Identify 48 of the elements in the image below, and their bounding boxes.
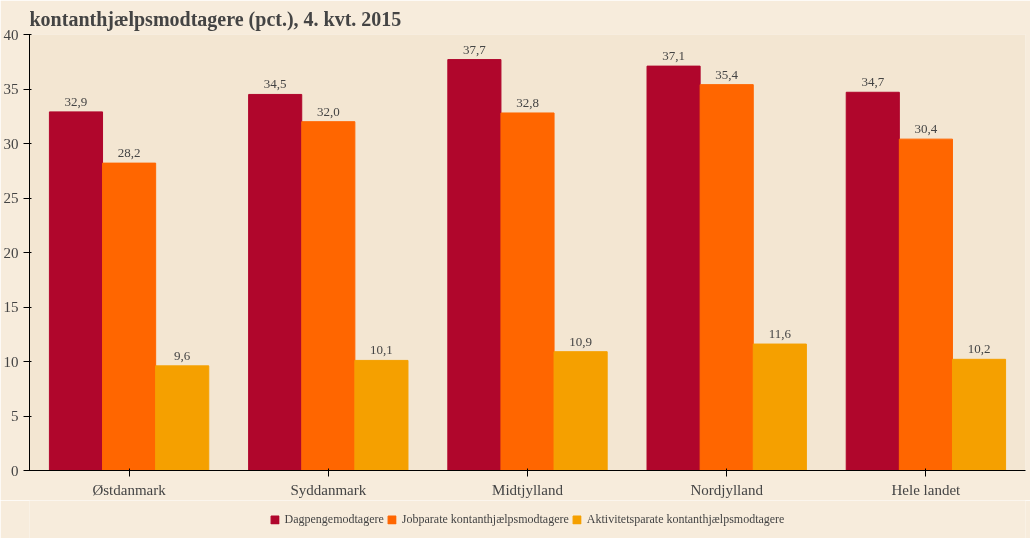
y-tick-label: 10 <box>3 353 19 370</box>
bar <box>102 162 157 471</box>
legend-label: Aktivitetsparate kontanthjælpsmodtagere <box>586 511 785 527</box>
bar <box>155 365 210 471</box>
bar <box>752 343 807 471</box>
bar <box>248 93 303 471</box>
y-tick-label: 0 <box>11 462 19 479</box>
data-label: 28,2 <box>117 145 141 161</box>
data-label: 10,2 <box>967 341 991 357</box>
legend-label: Jobparate kontanthjælpsmodtagere <box>401 511 569 527</box>
data-label: 32,8 <box>516 94 539 110</box>
data-label: 11,6 <box>768 326 792 342</box>
y-tick-label: 30 <box>3 135 19 152</box>
y-tick-label: 40 <box>3 26 19 43</box>
bar <box>500 112 555 471</box>
data-label: 9,6 <box>174 347 191 363</box>
bar <box>301 121 356 471</box>
bar <box>447 59 502 471</box>
data-label: 30,4 <box>914 121 938 137</box>
legend-label: Dagpengemodtagere <box>284 511 384 527</box>
data-label: 34,5 <box>263 76 287 92</box>
bar <box>898 138 953 471</box>
data-label: 32,0 <box>316 103 340 119</box>
bar <box>845 91 900 471</box>
y-tick-label: 35 <box>3 81 19 97</box>
data-label: 35,4 <box>715 66 739 82</box>
data-label: 37,1 <box>662 48 685 64</box>
y-tick-label: 5 <box>11 408 19 424</box>
data-label: 10,1 <box>370 342 393 358</box>
x-tick-label: Nordjylland <box>690 481 764 498</box>
bar <box>699 84 754 471</box>
data-label: 34,7 <box>861 74 885 90</box>
x-tick-label: Midtjylland <box>492 481 564 498</box>
data-label: 37,7 <box>463 41 487 57</box>
y-tick-label: 15 <box>3 299 19 315</box>
y-tick-label: 20 <box>3 244 19 261</box>
bar <box>646 65 701 471</box>
x-tick-label: Hele landet <box>891 481 962 498</box>
y-tick-label: 25 <box>3 190 19 206</box>
data-label: 32,9 <box>64 93 88 109</box>
bar <box>553 351 608 471</box>
data-label: 10,9 <box>569 333 592 349</box>
bar <box>48 111 104 471</box>
bar <box>951 358 1007 471</box>
x-tick-label: Syddanmark <box>290 481 367 498</box>
bar <box>354 359 409 471</box>
x-tick-label: Østdanmark <box>92 481 167 498</box>
chart-title: kontanthjælpsmodtagere (pct.), 4. kvt. 2015 <box>29 7 402 31</box>
